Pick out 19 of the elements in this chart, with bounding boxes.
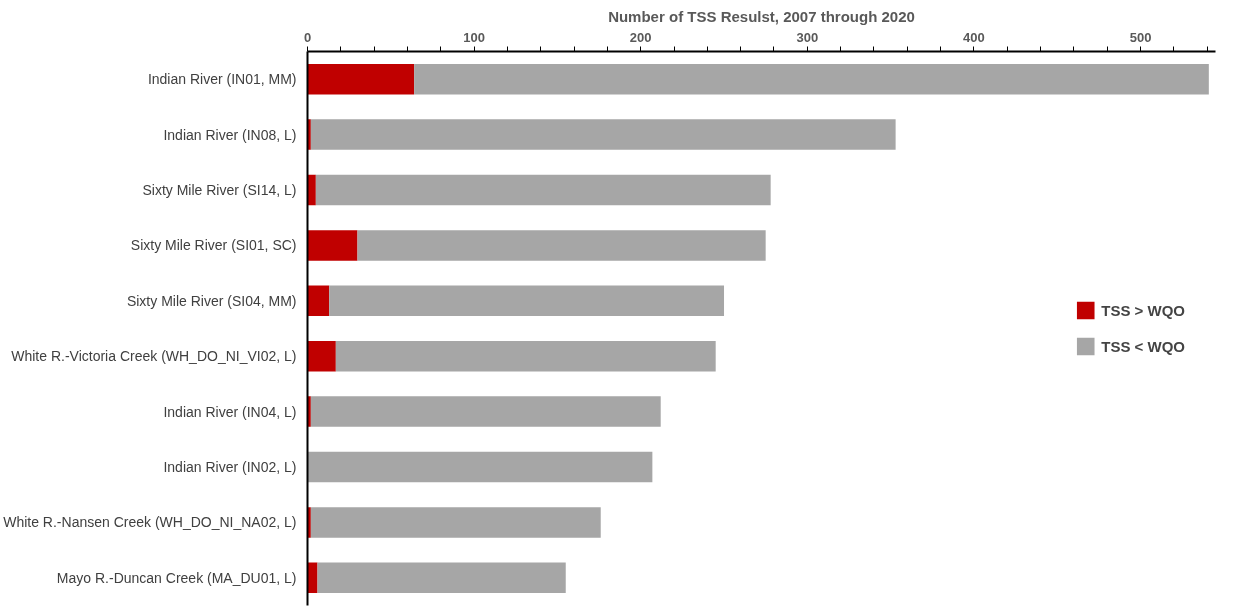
legend-label: TSS > WQO [1101, 301, 1185, 319]
x-tick-label: 200 [629, 29, 652, 45]
x-tick-label: 300 [796, 29, 819, 45]
y-tick-label: Sixty Mile River (SI14, L) [142, 182, 297, 198]
chart-title: Number of TSS Resulst, 2007 through 2020 [608, 7, 915, 25]
x-tick-label: 500 [1129, 29, 1152, 45]
y-tick-label: White R.-Victoria Creek (WH_DO_NI_VI02, L) [11, 348, 297, 365]
y-tick-label: Indian River (IN04, L) [163, 403, 297, 420]
y-tick-label: Indian River (IN02, L) [163, 459, 297, 475]
y-tick-label: White R.-Nansen Creek (WH_DO_NI_NA02, L) [3, 514, 297, 531]
y-tick-label: Sixty Mile River (SI04, MM) [126, 292, 297, 309]
x-tick-label: 100 [463, 29, 485, 45]
x-tick-label: 400 [963, 29, 985, 45]
y-tick-label: Indian River (IN08, L) [163, 126, 297, 143]
y-tick-label: Sixty Mile River (SI01, SC) [130, 237, 297, 254]
y-tick-label: Indian River (IN01, MM) [147, 71, 297, 88]
x-tick-label: 0 [303, 29, 312, 45]
y-tick-label: Mayo R.-Duncan Creek (MA_DU01, L) [56, 569, 297, 586]
legend-label: TSS < WQO [1101, 337, 1185, 355]
